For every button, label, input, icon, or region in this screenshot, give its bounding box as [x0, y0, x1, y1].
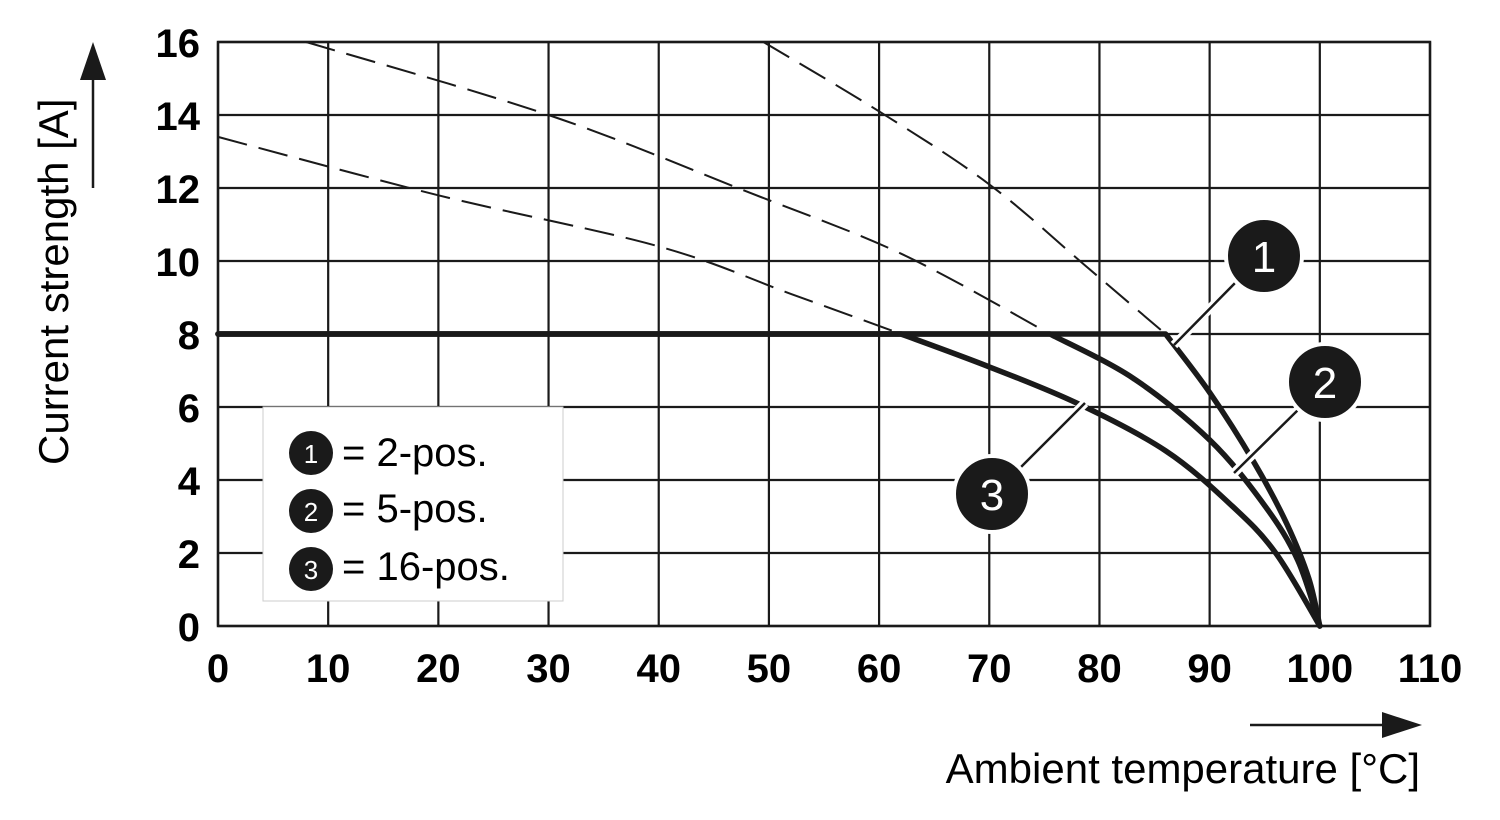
solid-curve-3: [215, 331, 1323, 629]
x-tick-label: 40: [636, 647, 681, 691]
legend-marker-3: 3: [304, 555, 318, 585]
callout-3: 3: [952, 399, 1089, 534]
legend-label-1: = 2-pos.: [342, 431, 488, 475]
y-tick-label: 2: [178, 533, 200, 577]
callout-1-label: 1: [1252, 233, 1276, 282]
x-axis-label: Ambient temperature [°C]: [946, 745, 1420, 792]
legend-item-3: 3 = 16-pos.: [289, 545, 510, 591]
callout-2: 2: [1230, 342, 1365, 477]
y-tick-label: 16: [156, 22, 201, 66]
x-tick-label: 10: [306, 647, 351, 691]
legend-marker-2: 2: [304, 497, 318, 527]
solid-curve-2: [215, 331, 1323, 629]
dashed-curve-2: [305, 41, 1051, 335]
legend-item-1: 1 = 2-pos.: [289, 431, 488, 475]
y-tick-label: 8: [178, 314, 200, 358]
y-tick-label: 0: [178, 606, 200, 650]
x-tick-label: 30: [526, 647, 571, 691]
x-tick-label: 50: [747, 647, 792, 691]
legend-label-3: = 16-pos.: [342, 545, 510, 589]
x-tick-label: 60: [857, 647, 902, 691]
y-axis-arrow: [80, 42, 106, 188]
x-tick-label: 20: [416, 647, 461, 691]
dashed-curves: [217, 41, 1167, 335]
callout-1: 1: [1170, 216, 1304, 349]
x-tick-label: 70: [967, 647, 1012, 691]
legend: 1 = 2-pos. 2 = 5-pos. 3 = 16-pos.: [262, 406, 564, 602]
legend-item-2: 2 = 5-pos.: [289, 487, 488, 533]
dashed-curve-1: [762, 41, 1167, 335]
y-tick-label: 10: [156, 241, 201, 285]
x-tick-label: 80: [1077, 647, 1122, 691]
y-axis-label: Current strength [A]: [30, 99, 77, 466]
solid-curves: [215, 331, 1323, 629]
y-tick-label: 6: [178, 387, 200, 431]
y-tick-label: 4: [178, 460, 201, 504]
x-tick-label: 0: [207, 647, 229, 691]
y-tick-labels: 0 2 4 6 8 10 12 14 16: [156, 22, 201, 650]
callout-2-label: 2: [1313, 359, 1337, 408]
legend-marker-1: 1: [304, 439, 318, 469]
x-tick-label: 100: [1286, 647, 1353, 691]
y-tick-label: 14: [156, 95, 201, 139]
callout-3-label: 3: [980, 471, 1004, 520]
x-tick-label: 90: [1187, 647, 1232, 691]
dashed-curve-3: [217, 135, 902, 335]
x-axis-arrow: [1250, 712, 1422, 738]
legend-label-2: = 5-pos.: [342, 487, 488, 531]
y-tick-label: 12: [156, 168, 201, 212]
x-tick-label: 110: [1398, 647, 1463, 691]
solid-curve-1: [215, 331, 1323, 629]
x-tick-labels: 0 10 20 30 40 50 60 70 80 90 100 110: [207, 647, 1462, 691]
